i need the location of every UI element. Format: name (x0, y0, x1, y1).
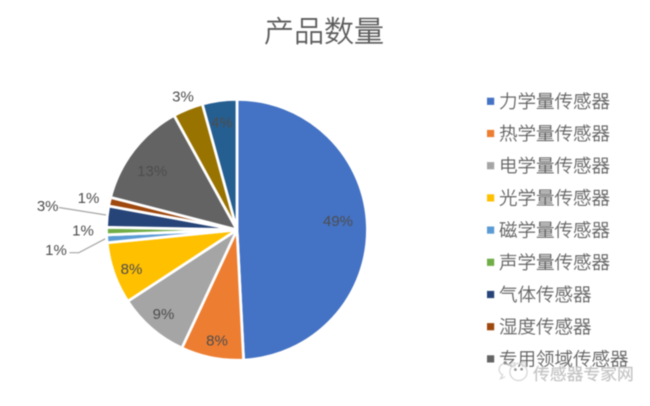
svg-text:1%: 1% (45, 242, 67, 259)
svg-text:9%: 9% (153, 306, 175, 323)
svg-text:1%: 1% (78, 190, 100, 207)
svg-text:1%: 1% (72, 223, 94, 240)
svg-text:49%: 49% (323, 213, 353, 230)
svg-text:13%: 13% (137, 163, 167, 180)
svg-text:3%: 3% (172, 89, 194, 106)
svg-text:8%: 8% (121, 261, 143, 278)
svg-text:4%: 4% (211, 115, 233, 132)
svg-text:3%: 3% (37, 198, 59, 215)
svg-text:8%: 8% (206, 333, 228, 350)
